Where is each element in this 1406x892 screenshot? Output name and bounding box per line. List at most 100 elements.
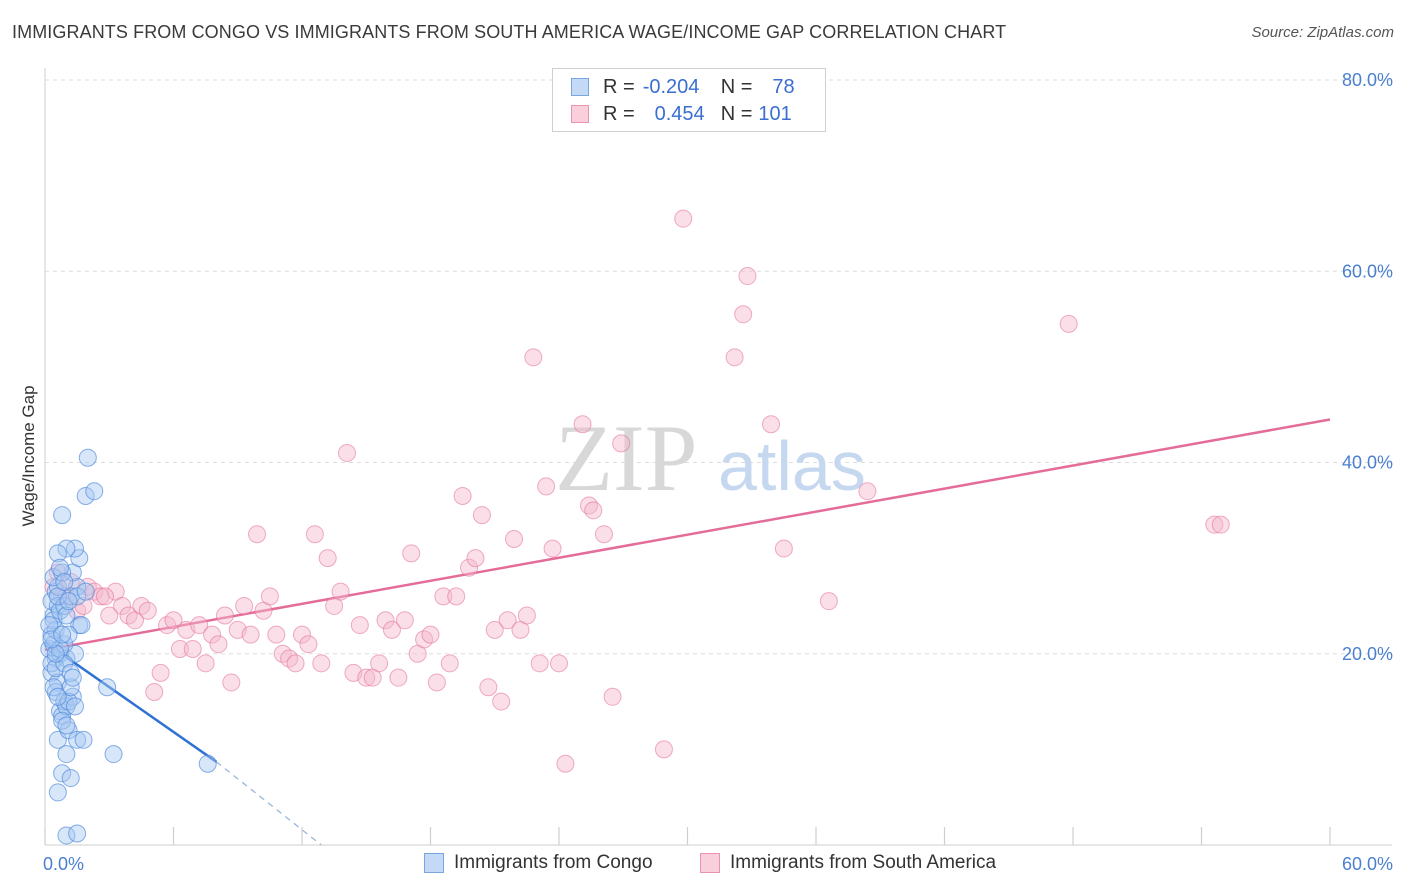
legend-row-south-america: R = 0.454 N = 101 xyxy=(571,102,792,126)
data-point-south-america xyxy=(819,592,838,611)
data-point-congo xyxy=(104,745,123,764)
data-point-south-america xyxy=(95,587,114,606)
data-point-congo xyxy=(74,730,93,749)
data-point-south-america xyxy=(774,539,793,558)
data-point-south-america xyxy=(1059,314,1078,333)
data-point-south-america xyxy=(196,654,215,673)
data-point-south-america xyxy=(222,673,241,692)
data-point-south-america xyxy=(215,606,234,625)
trend-line-south-america xyxy=(44,418,1331,652)
watermark-zip: ZIP xyxy=(555,405,698,511)
grid-lines xyxy=(45,79,1392,655)
trend-line-congo-extension xyxy=(215,761,322,846)
data-point-congo xyxy=(98,678,117,697)
legend-r-label: R = xyxy=(603,102,635,125)
data-point-south-america xyxy=(460,558,479,577)
data-point-congo xyxy=(198,754,217,773)
data-point-congo xyxy=(48,544,67,563)
data-point-congo xyxy=(53,764,72,783)
data-point-south-america xyxy=(357,668,376,687)
x-tick-label: 60.0% xyxy=(1342,854,1393,874)
data-point-south-america xyxy=(1205,515,1224,534)
data-point-congo xyxy=(53,506,72,525)
data-point-congo xyxy=(46,644,65,663)
legend-swatch-congo xyxy=(571,78,589,96)
data-point-congo xyxy=(59,592,78,611)
data-point-south-america xyxy=(376,611,395,630)
data-point-congo xyxy=(57,606,76,625)
series-legend: Immigrants from Congo Immigrants from So… xyxy=(0,852,1406,878)
data-point-south-america xyxy=(382,620,401,639)
legend-swatch-south-america xyxy=(700,853,720,873)
data-point-south-america xyxy=(447,587,466,606)
legend-swatch-congo xyxy=(424,853,444,873)
data-point-south-america xyxy=(492,692,511,711)
y-tick-label: 40.0% xyxy=(1342,453,1393,473)
data-point-congo xyxy=(68,587,87,606)
data-point-south-america xyxy=(466,549,485,568)
data-point-congo xyxy=(57,716,76,735)
data-point-south-america xyxy=(734,305,753,324)
data-point-south-america xyxy=(331,582,350,601)
watermark-atlas: atlas xyxy=(718,427,866,505)
data-point-south-america xyxy=(485,620,504,639)
data-point-south-america xyxy=(389,668,408,687)
data-point-south-america xyxy=(603,687,622,706)
source-label: Source: ZipAtlas.com xyxy=(1251,24,1394,41)
series-congo xyxy=(40,448,217,845)
data-point-congo xyxy=(55,573,74,592)
data-point-congo xyxy=(68,824,87,843)
data-point-congo xyxy=(70,549,89,568)
data-point-south-america xyxy=(762,415,781,434)
data-point-congo xyxy=(76,486,95,505)
data-point-south-america xyxy=(209,635,228,654)
watermark: ZIP atlas xyxy=(555,405,866,511)
data-point-south-america xyxy=(594,525,613,544)
data-point-south-america xyxy=(858,482,877,501)
chart-title: IMMIGRANTS FROM CONGO VS IMMIGRANTS FROM… xyxy=(12,22,1007,42)
data-point-south-america xyxy=(318,549,337,568)
series-south-america xyxy=(44,209,1230,773)
data-point-south-america xyxy=(550,654,568,673)
data-point-south-america xyxy=(286,654,305,673)
data-point-south-america xyxy=(524,348,543,367)
legend-r-label: R = xyxy=(603,75,635,98)
data-point-congo xyxy=(72,616,91,635)
data-point-congo xyxy=(59,625,78,644)
data-point-congo xyxy=(48,783,67,802)
data-point-south-america xyxy=(453,486,472,505)
data-point-south-america xyxy=(170,639,189,658)
data-point-south-america xyxy=(654,740,673,759)
data-point-south-america xyxy=(738,267,757,286)
data-point-south-america xyxy=(479,678,498,697)
data-point-south-america xyxy=(517,606,536,625)
legend-item-south-america[interactable]: Immigrants from South America xyxy=(700,852,996,874)
data-point-congo xyxy=(53,625,72,644)
data-point-south-america xyxy=(337,443,356,462)
data-point-congo xyxy=(50,558,69,577)
data-point-south-america xyxy=(260,587,279,606)
legend-item-congo[interactable]: Immigrants from Congo xyxy=(424,852,653,874)
data-point-south-america xyxy=(370,654,389,673)
legend-n-label: N = xyxy=(720,75,753,98)
legend-label-congo: Immigrants from Congo xyxy=(454,852,653,873)
legend-r-value: -0.204 xyxy=(642,75,700,98)
data-point-south-america xyxy=(203,625,222,644)
correlation-legend: R = -0.204 N = 78 R = 0.454 N = 101 xyxy=(552,68,826,132)
data-point-congo xyxy=(65,697,84,716)
data-point-south-america xyxy=(293,625,311,644)
data-point-south-america xyxy=(312,654,331,673)
data-point-congo xyxy=(44,568,63,587)
data-point-congo xyxy=(48,687,67,706)
data-point-south-america xyxy=(299,635,318,654)
data-point-congo xyxy=(44,678,63,697)
axes xyxy=(44,68,1392,846)
data-point-south-america xyxy=(440,654,459,673)
data-point-south-america xyxy=(674,209,693,228)
legend-n-label: N = xyxy=(720,102,753,125)
data-point-congo xyxy=(40,616,59,635)
data-point-south-america xyxy=(427,673,446,692)
y-tick-label: 80.0% xyxy=(1342,70,1393,90)
legend-n-value: 78 xyxy=(772,75,795,98)
